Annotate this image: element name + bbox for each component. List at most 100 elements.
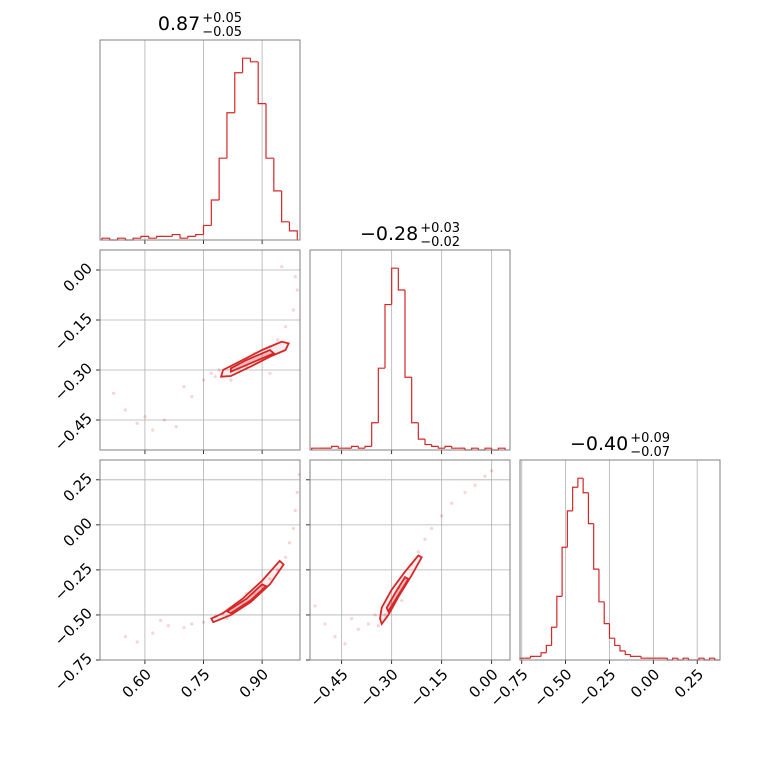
hist-bin (417, 422, 425, 440)
hist-bin (241, 57, 251, 73)
hist-bin (179, 234, 188, 239)
x-tick-label: 0.00 (627, 665, 663, 701)
sample-point (166, 624, 170, 628)
hist-bin (234, 72, 243, 113)
sample-point (182, 385, 186, 389)
panel-frame (99, 39, 301, 241)
hist-bin (698, 657, 705, 660)
sample-point (293, 508, 297, 513)
x-tick-label: −0.15 (406, 665, 451, 710)
hist-bin (156, 235, 165, 239)
hist-bin (265, 103, 274, 159)
sample-point (112, 391, 116, 395)
sample-point (123, 408, 127, 412)
y-tick-label: −0.75 (51, 649, 96, 694)
sample-point (201, 378, 206, 382)
hist-bin (384, 303, 392, 369)
panel-frame (99, 459, 301, 661)
y-tick-label: −0.30 (51, 359, 96, 404)
hist-bin (471, 447, 479, 450)
hist-bin (451, 446, 459, 449)
x-tick-label: 0.75 (177, 665, 213, 701)
sample-point (450, 501, 454, 505)
hist-bin (566, 510, 573, 548)
sample-point (123, 634, 127, 639)
hist-bin (431, 444, 439, 447)
hist-bin (640, 656, 647, 659)
sample-point (440, 514, 444, 518)
hist-bin (116, 237, 126, 240)
sample-point (151, 631, 155, 635)
hist-bin (257, 61, 267, 105)
hist-bin (249, 58, 259, 63)
contour (385, 575, 410, 614)
sample-point (287, 541, 292, 545)
hist-bin (424, 439, 432, 446)
hist-bin (550, 626, 557, 646)
sample-point (201, 620, 206, 624)
sample-point (135, 421, 139, 425)
y-tick-label: 0.00 (60, 514, 96, 550)
hist-bin (351, 445, 359, 449)
sample-point (463, 490, 467, 495)
y-tick-label: 0.25 (60, 469, 96, 505)
sample-point (313, 604, 317, 608)
hist-bin (187, 235, 196, 239)
hist-bin (404, 290, 412, 378)
sample-point (143, 415, 147, 419)
panel-title: 0.87 (158, 13, 200, 35)
hist-bin (545, 644, 552, 653)
hist-bin (587, 492, 594, 525)
sample-point (283, 325, 288, 329)
hist-bin (682, 657, 689, 660)
sample-point (430, 526, 434, 531)
x-tick-label: 0.60 (119, 665, 155, 701)
title-lower: −0.07 (630, 445, 670, 460)
x-tick-label: −0.45 (306, 665, 351, 710)
panel-title: −0.40 (570, 433, 628, 455)
sample-point (190, 395, 194, 399)
hist-bin (148, 236, 157, 239)
hist-bin (101, 237, 110, 240)
hist-bin (561, 546, 568, 597)
hist-bin (288, 221, 298, 240)
hist-bin (608, 623, 615, 639)
y-tick-label: −0.45 (51, 409, 96, 454)
hist-bin (619, 645, 626, 652)
hist-bin (582, 478, 589, 494)
sample-point (400, 598, 404, 603)
sample-point (333, 634, 337, 639)
sample-point (383, 613, 387, 617)
title-lower: −0.02 (420, 235, 460, 250)
hist-bin (371, 422, 379, 447)
hist-bin (577, 477, 584, 488)
sample-point (366, 622, 370, 626)
hist-bin (202, 224, 212, 235)
sample-point (151, 428, 155, 432)
hist-bin (218, 157, 227, 200)
sample-point (213, 375, 217, 379)
sample-point (416, 550, 420, 554)
hist-bin (672, 657, 678, 660)
sample-point (291, 308, 295, 312)
hist-bin (593, 523, 599, 570)
sample-point (182, 625, 186, 630)
hist-bin (444, 445, 452, 449)
sample-point (356, 627, 360, 631)
sample-point (174, 425, 178, 429)
hist-bin (497, 447, 506, 450)
sample-point (268, 371, 272, 375)
hist-bin (171, 233, 181, 237)
sample-point (376, 624, 380, 628)
x-tick-label: −0.50 (530, 665, 575, 710)
hist-bin (540, 652, 547, 657)
sample-point (295, 490, 299, 495)
hist-bin (337, 446, 345, 449)
sample-point (423, 537, 427, 541)
hist-bin (624, 650, 631, 656)
sample-point (473, 483, 477, 487)
x-tick-label: −0.25 (574, 665, 619, 710)
hist-bin (273, 158, 282, 192)
panel-title: −0.28 (360, 223, 418, 245)
